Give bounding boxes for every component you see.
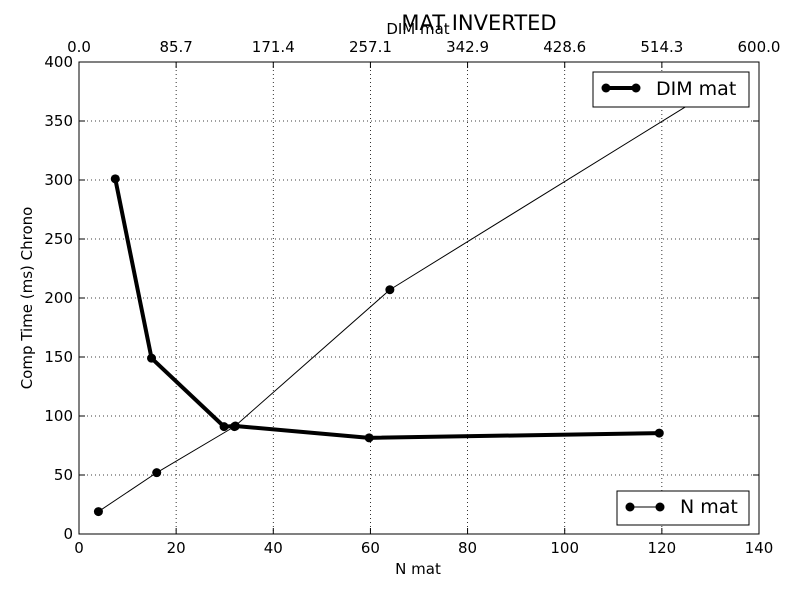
grid xyxy=(79,62,759,534)
legend-n-mat-marker xyxy=(625,502,635,512)
y-tick-label: 400 xyxy=(44,53,73,71)
series-group xyxy=(93,92,706,517)
x-tick-label-top: 0.0 xyxy=(67,38,91,56)
series-line-n-mat xyxy=(98,96,701,512)
x-tick-label-bottom: 20 xyxy=(167,539,186,557)
y-tick-label: 200 xyxy=(44,289,73,307)
data-point-dim-mat xyxy=(219,422,229,432)
data-point-n-mat xyxy=(93,507,103,517)
x-tick-label-bottom: 140 xyxy=(745,539,774,557)
legend-dim-mat: DIM mat xyxy=(592,71,750,108)
ticks xyxy=(78,61,760,535)
data-point-dim-mat xyxy=(654,428,664,438)
data-point-dim-mat xyxy=(110,174,120,184)
data-point-dim-mat xyxy=(364,433,374,443)
y-axis-label: Comp Time (ms) Chrono xyxy=(18,207,36,390)
x-tick-label-top: 171.4 xyxy=(252,38,295,56)
x-tick-label-bottom: 40 xyxy=(264,539,283,557)
x-axis-bottom-label: N mat xyxy=(395,560,441,578)
x-tick-label-top: 600.0 xyxy=(738,38,781,56)
data-point-n-mat xyxy=(152,468,162,478)
legend-n-mat-label: N mat xyxy=(680,496,738,518)
x-tick-label-bottom: 80 xyxy=(458,539,477,557)
data-point-n-mat xyxy=(385,285,395,295)
data-point-n-mat xyxy=(229,422,239,432)
data-point-dim-mat xyxy=(147,353,157,363)
x-axis-top-label: DIM mat xyxy=(386,20,449,38)
x-tick-label-bottom: 0 xyxy=(74,539,84,557)
x-tick-label-bottom: 100 xyxy=(550,539,579,557)
y-tick-label: 350 xyxy=(44,112,73,130)
x-tick-label-bottom: 60 xyxy=(361,539,380,557)
y-tick-label: 300 xyxy=(44,171,73,189)
legend-dim-mat-marker xyxy=(631,83,641,93)
x-tick-label-top: 85.7 xyxy=(159,38,192,56)
legend-dim-mat-label: DIM mat xyxy=(656,78,736,100)
legend-n-mat: N mat xyxy=(616,490,750,526)
y-tick-label: 50 xyxy=(54,466,73,484)
y-tick-label: 250 xyxy=(44,230,73,248)
tick-labels: 0 20 40 60 80 100 120 140 0.0 85.7 171.4 257.1 342.9… xyxy=(44,38,780,557)
y-tick-label: 0 xyxy=(63,525,73,543)
legend-n-mat-marker xyxy=(655,502,665,512)
x-tick-label-top: 342.9 xyxy=(446,38,489,56)
x-tick-label-top: 257.1 xyxy=(349,38,392,56)
x-tick-label-top: 428.6 xyxy=(543,38,586,56)
y-tick-label: 100 xyxy=(44,407,73,425)
x-tick-label-bottom: 120 xyxy=(648,539,677,557)
series-line-dim-mat xyxy=(113,178,660,440)
chart-title: MAT INVERTED xyxy=(401,11,556,35)
legend-dim-mat-marker xyxy=(601,83,611,93)
y-tick-label: 150 xyxy=(44,348,73,366)
x-tick-label-top: 514.3 xyxy=(640,38,683,56)
